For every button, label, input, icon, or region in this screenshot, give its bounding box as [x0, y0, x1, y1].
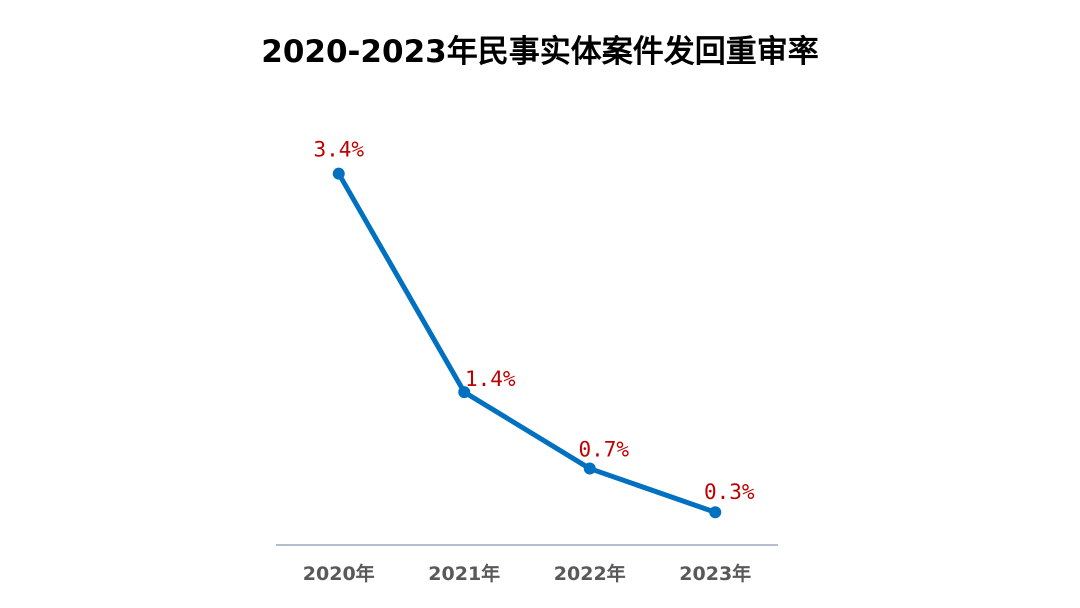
data-label-0: 3.4%	[313, 138, 364, 162]
chart-title: 2020-2023年民事实体案件发回重审率	[261, 34, 819, 70]
x-tick-labels: 2020年 2021年 2022年 2023年	[303, 562, 751, 585]
series-group	[332, 167, 722, 519]
series-line	[336, 171, 718, 515]
x-tick-label-0: 2020年	[303, 562, 375, 585]
data-label-1: 1.4%	[465, 367, 516, 391]
data-point-2	[583, 462, 596, 475]
x-tick-label-1: 2021年	[428, 562, 500, 585]
data-label-2: 0.7%	[578, 438, 629, 462]
data-point-1	[458, 386, 471, 399]
data-point-0	[332, 167, 345, 180]
data-labels: 3.4% 1.4% 0.7% 0.3%	[313, 138, 754, 505]
data-point-3	[709, 506, 722, 519]
x-tick-label-2: 2022年	[554, 562, 626, 585]
x-tick-label-3: 2023年	[679, 562, 751, 585]
data-label-3: 0.3%	[704, 480, 755, 504]
